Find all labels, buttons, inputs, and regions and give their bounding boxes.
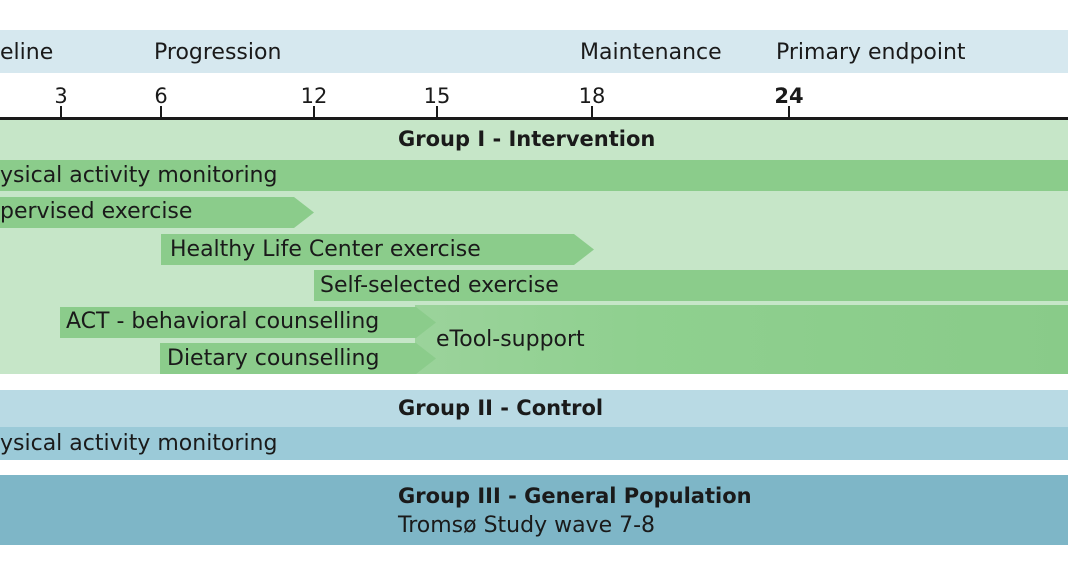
timeline-axis	[0, 117, 1068, 120]
bar-label-control-physical-activity-monitoring: ysical activity monitoring	[0, 431, 278, 456]
tick-label-6: 6	[154, 84, 168, 108]
tick-label-18: 18	[578, 84, 606, 108]
tick-mark-24	[788, 106, 790, 117]
phase-label-maintenance: Maintenance	[580, 40, 722, 65]
tick-mark-15	[436, 106, 438, 117]
bar-label-act-behavioral-counselling: ACT - behavioral counselling	[66, 309, 380, 334]
tick-mark-6	[160, 106, 162, 117]
bar-act-behavioral-counselling	[60, 307, 436, 338]
bar-label-physical-activity-monitoring: ysical activity monitoring	[0, 163, 278, 188]
bar-control-physical-activity-monitoring	[0, 427, 1068, 460]
tick-label-15: 15	[423, 84, 451, 108]
tick-mark-3	[60, 106, 62, 117]
bar-self-selected-exercise	[314, 270, 1068, 301]
group-general-population-subtitle: Tromsø Study wave 7-8	[398, 513, 656, 538]
bar-label-healthy-life-center-exercise: Healthy Life Center exercise	[170, 237, 481, 262]
tick-label-24: 24	[774, 84, 804, 108]
bar-label-supervised-exercise: pervised exercise	[0, 199, 193, 224]
phase-header-band	[0, 30, 1068, 73]
phase-label-baseline: eline	[0, 40, 54, 65]
phase-label-primary-endpoint: Primary endpoint	[776, 40, 966, 65]
tick-mark-18	[591, 106, 593, 117]
bar-dietary-counselling	[160, 343, 436, 374]
group-intervention-title: Group I - Intervention	[398, 127, 656, 151]
bar-label-self-selected-exercise: Self-selected exercise	[320, 273, 559, 298]
group-general-population-title: Group III - General Population	[398, 484, 752, 508]
tick-label-3: 3	[54, 84, 68, 108]
bar-physical-activity-monitoring	[0, 160, 1068, 191]
bar-supervised-exercise	[0, 197, 314, 228]
bar-label-etool-support: eTool-support	[436, 327, 585, 352]
phase-label-progression: Progression	[154, 40, 282, 65]
tick-label-12: 12	[300, 84, 328, 108]
group-control-title: Group II - Control	[398, 396, 604, 420]
bar-healthy-life-center-exercise	[161, 234, 594, 265]
tick-mark-12	[313, 106, 315, 117]
bar-label-dietary-counselling: Dietary counselling	[167, 346, 380, 371]
group-general-population-panel	[0, 475, 1068, 545]
bar-etool-support	[415, 305, 1068, 374]
